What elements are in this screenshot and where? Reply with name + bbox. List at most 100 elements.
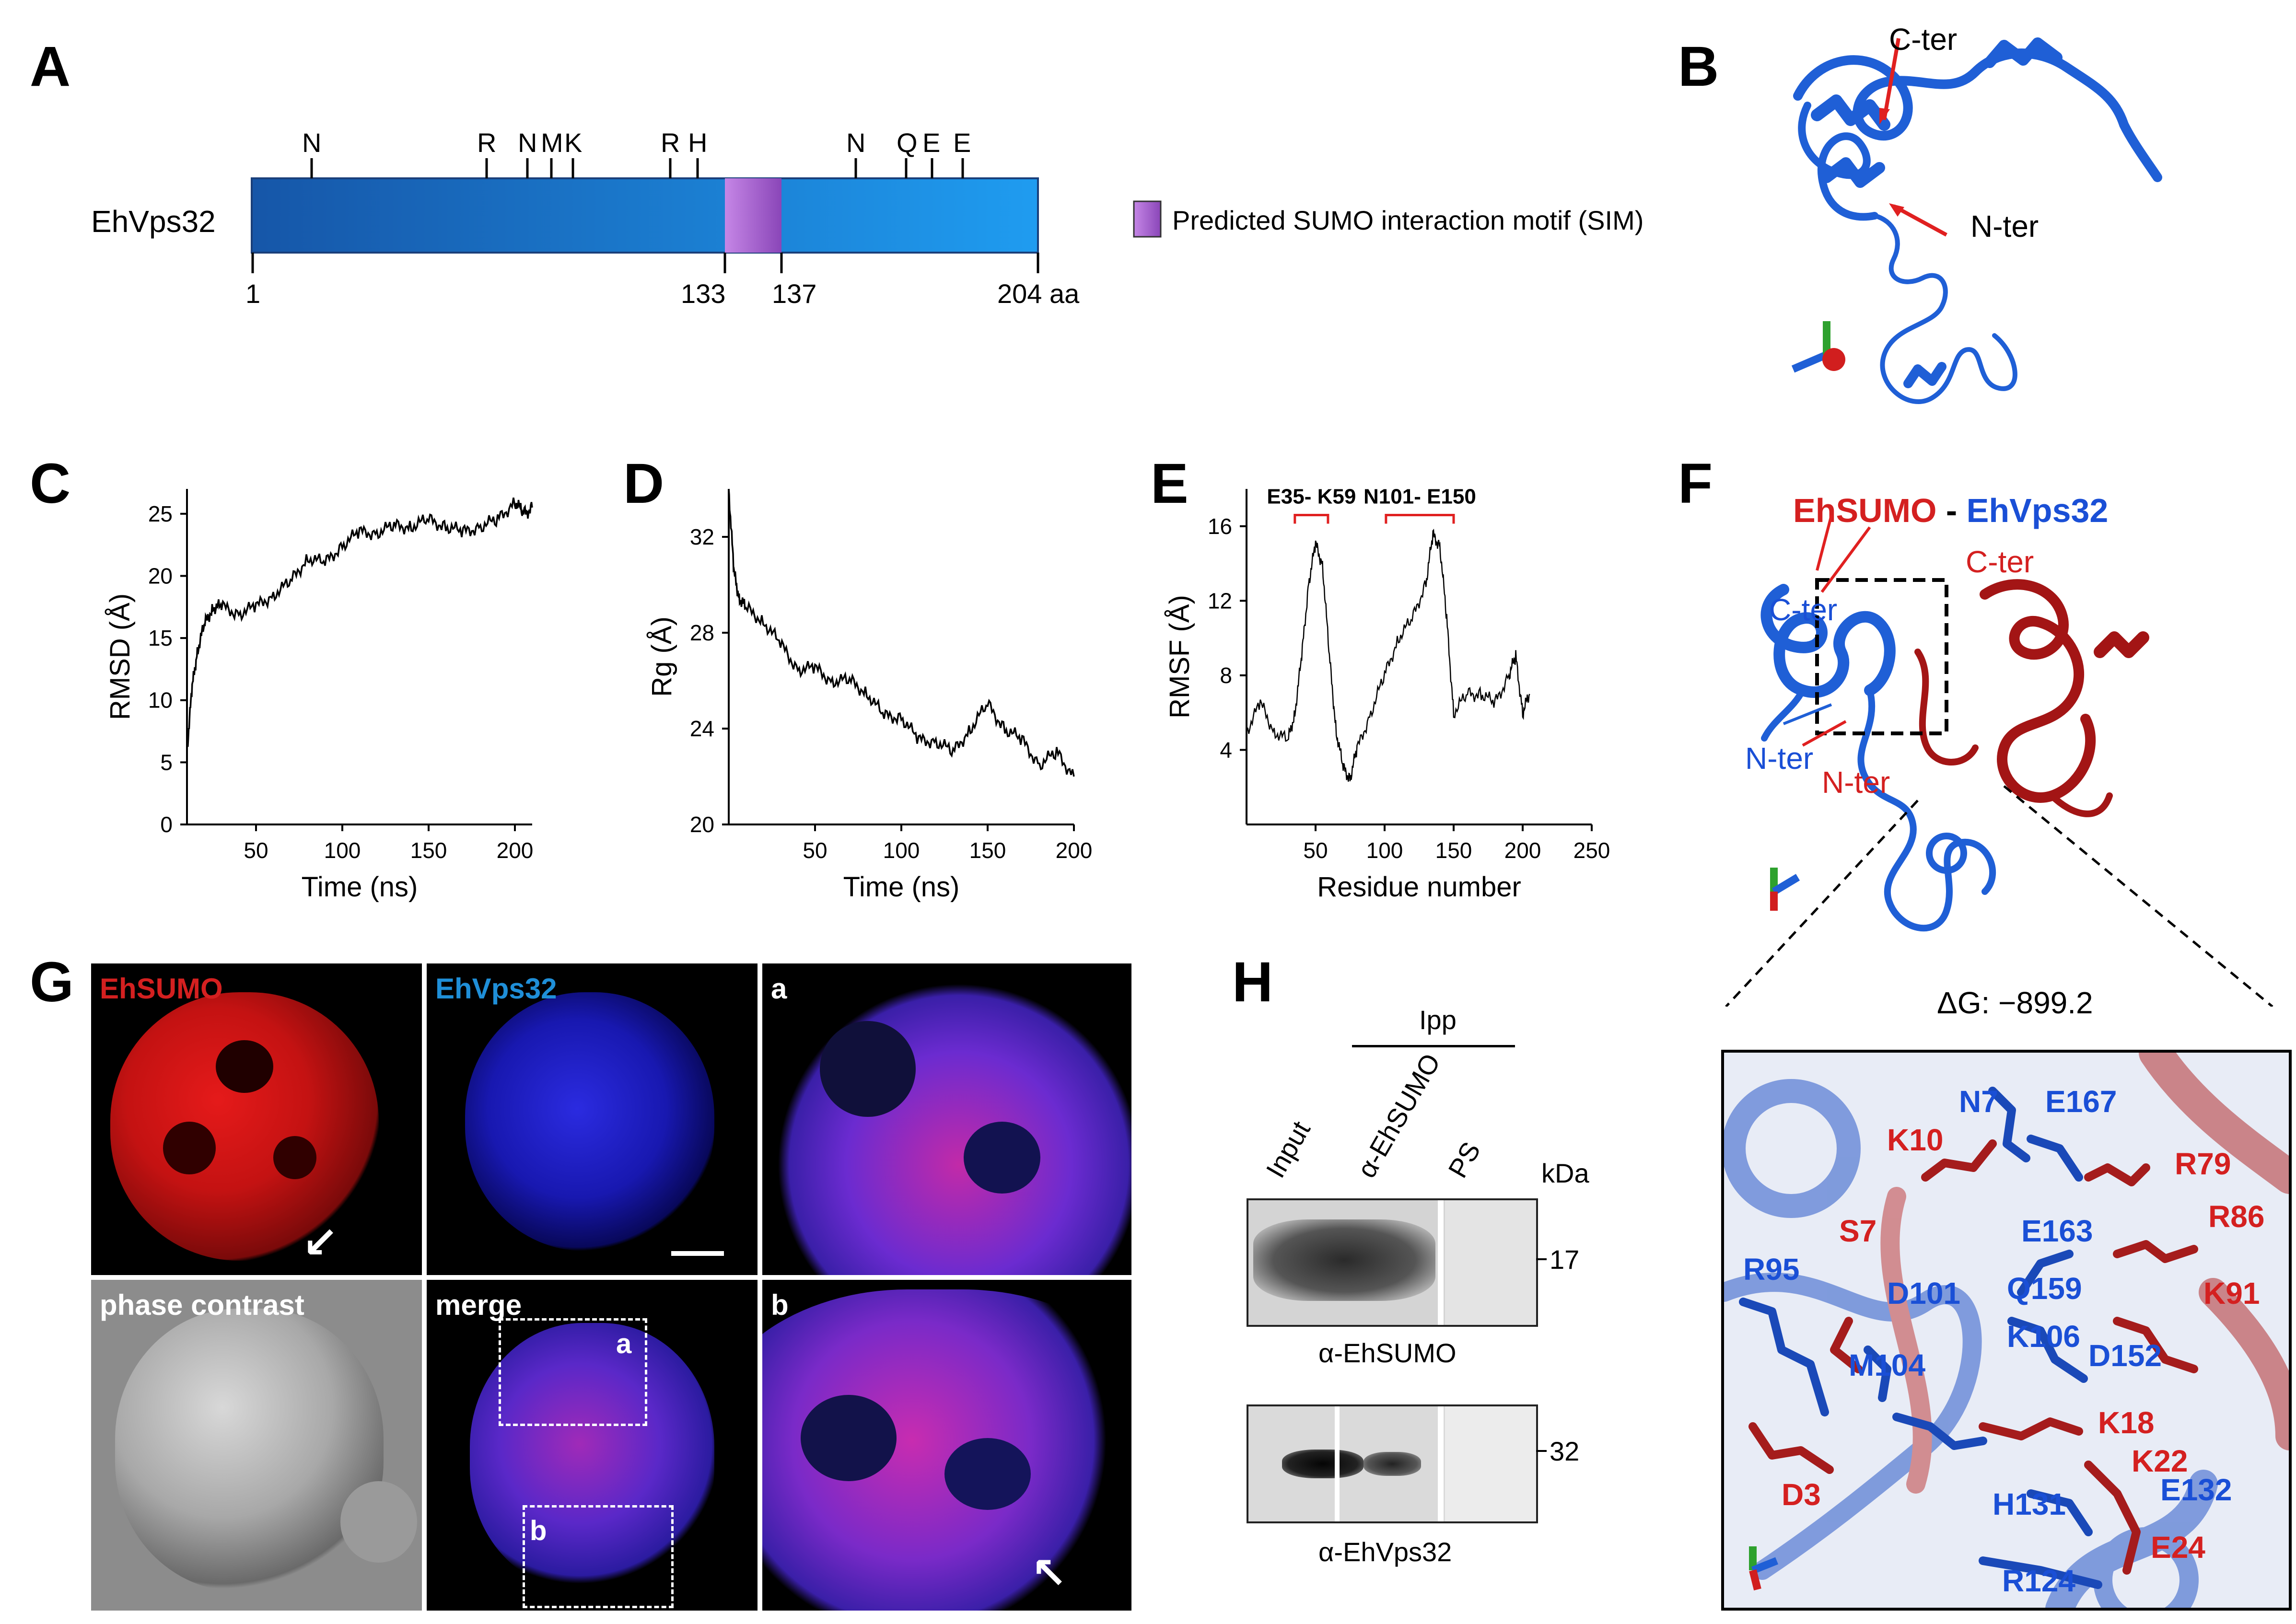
sim-legend-swatch [1133, 200, 1162, 238]
y-axis-label: Rg (Å) [646, 616, 677, 697]
y-tick-label: 5 [160, 750, 173, 775]
residue-label: N [518, 128, 537, 158]
c-ter-blue-label: C-ter [1769, 592, 1838, 627]
y-tick-label: 12 [1208, 588, 1232, 613]
residue-label: R95 [1743, 1252, 1800, 1287]
annotation-label: N101- E150 [1364, 485, 1476, 508]
y-tick-label: 10 [148, 688, 173, 713]
y-axis-label: RMSF (Å) [1164, 595, 1195, 719]
interface-residues-view [1724, 1053, 2289, 1608]
residue-label: H [688, 128, 708, 158]
panel-d-chart: 50 100 150 200 20 24 28 32 Time (ns) Rg (Å) [646, 488, 1092, 903]
residue-label: R124 [2002, 1564, 2075, 1598]
x-tick-label: 250 [1573, 838, 1610, 863]
panel-h: Ipp Input α-EhSUMO PS kDa 17 α-EhSUMO 32… [1227, 997, 1659, 1620]
axes-gizmo-icon [1749, 1546, 1778, 1590]
arrow-icon: ↖ [1031, 1550, 1067, 1598]
y-tick-label: 8 [1220, 663, 1232, 688]
panel-label-e: E [1151, 452, 1189, 515]
x-axis-label: Time (ns) [843, 871, 960, 903]
panel-label-c: C [30, 452, 71, 515]
panel-b: C-ter N-ter [1750, 19, 2181, 441]
residue-label: D152 [2088, 1338, 2162, 1373]
x-tick-label: 100 [1366, 838, 1403, 863]
data-series-line [728, 488, 1075, 777]
residue-label: K18 [2098, 1405, 2155, 1440]
phase-contrast-label: phase contrast [100, 1289, 304, 1321]
y-tick-label: 32 [690, 524, 714, 549]
blot-ehvps32 [1247, 1404, 1538, 1523]
panel-f: EhSUMO - EhVps32 C-ter C-ter N-te [1707, 479, 2296, 1624]
blot-ehsumo-label: α-EhSUMO [1318, 1338, 1457, 1368]
ipp-bracket [1352, 1045, 1515, 1047]
lane-label: Input [1260, 1116, 1316, 1183]
panel-label-g: G [30, 951, 74, 1014]
lane-label: α-EhSUMO [1351, 1048, 1446, 1183]
blot-ehvps32-label: α-EhVps32 [1318, 1537, 1452, 1567]
panel-c-chart: 50 100 150 200 0 5 10 15 20 25 Time (ns) RMSD (Å) [105, 489, 533, 903]
structure-ribbon-b [1791, 37, 2162, 404]
kda-label: kDa [1541, 1158, 1589, 1188]
axis-number: 137 [772, 278, 817, 309]
x-tick-label: 200 [1504, 838, 1541, 863]
n-ter-label: N-ter [1970, 209, 2039, 244]
x-tick-label: 50 [244, 838, 268, 863]
axes-gizmo-icon [1791, 321, 1845, 373]
y-tick-label: 20 [690, 812, 714, 837]
y-axis-label: RMSD (Å) [105, 593, 136, 720]
axis-number: 1 [245, 278, 261, 309]
residue-label: H131 [1993, 1487, 2066, 1521]
axis-number: 133 [681, 278, 726, 309]
title-separator: - [1936, 492, 1967, 529]
residue-label: K [564, 128, 583, 158]
data-series-line [1246, 529, 1530, 782]
residue-label: N [846, 128, 866, 158]
x-axis-label: Time (ns) [302, 871, 418, 903]
data-series-line [186, 498, 533, 750]
lane-label: PS [1442, 1137, 1486, 1183]
y-tick-label: 24 [690, 716, 714, 741]
residue-label: K10 [1887, 1123, 1944, 1157]
panel-label-b: B [1678, 35, 1719, 98]
mw-label-17: 17 [1550, 1244, 1580, 1275]
residue-label: E24 [2151, 1530, 2205, 1565]
ehvps32-title: EhVps32 [1966, 492, 2109, 529]
annotation-bracket [1294, 513, 1329, 524]
residue-label: R86 [2208, 1199, 2265, 1234]
zoom-inset: N7 E167 E163 R95 D101 Q159 K106 D152 M10… [1721, 1050, 2292, 1611]
blot-ehsumo [1247, 1198, 1538, 1327]
residue-ticks [310, 158, 964, 178]
merge-label: merge [435, 1289, 522, 1321]
residue-label: N7 [1959, 1084, 1998, 1119]
annotation-label: E35- K59 [1267, 485, 1356, 508]
zoom-a-label: a [771, 973, 787, 1005]
c-ter-label: C-ter [1889, 22, 1958, 57]
residue-label: R [477, 128, 497, 158]
zoom-box-b-label: b [530, 1515, 547, 1546]
residue-label: K106 [2007, 1319, 2080, 1354]
sim-box [725, 178, 781, 253]
ehsumo-title: EhSUMO [1793, 492, 1937, 529]
panel-e-chart: 50 100 150 200 250 4 8 12 16 Residue number RMSF (… [1164, 485, 1610, 903]
ipp-label: Ipp [1419, 1005, 1457, 1035]
zoom-box-a-label: a [616, 1328, 632, 1359]
domain-diagram [251, 158, 1162, 273]
residue-label: N [302, 128, 322, 158]
residue-label: R79 [2175, 1147, 2231, 1181]
micrograph-phase-contrast: phase contrast [91, 1280, 422, 1611]
residue-label: M [541, 128, 563, 158]
micrograph-merge: merge a b [427, 1280, 758, 1611]
y-tick-label: 20 [148, 563, 173, 588]
panel-label-h: H [1232, 951, 1273, 1014]
mw-label-32: 32 [1550, 1436, 1580, 1466]
c-ter-red-label: C-ter [1966, 545, 2034, 579]
residue-label: E [922, 128, 941, 158]
zoom-box-b [523, 1505, 674, 1608]
residue-label: Q159 [2007, 1271, 2082, 1306]
zoom-box-a [499, 1318, 647, 1426]
panel-label-f: F [1678, 452, 1713, 515]
complex-structure [1725, 515, 2273, 1007]
protein-bar [251, 177, 1039, 254]
panel-label-a: A [30, 35, 71, 98]
y-tick-label: 16 [1208, 514, 1232, 539]
